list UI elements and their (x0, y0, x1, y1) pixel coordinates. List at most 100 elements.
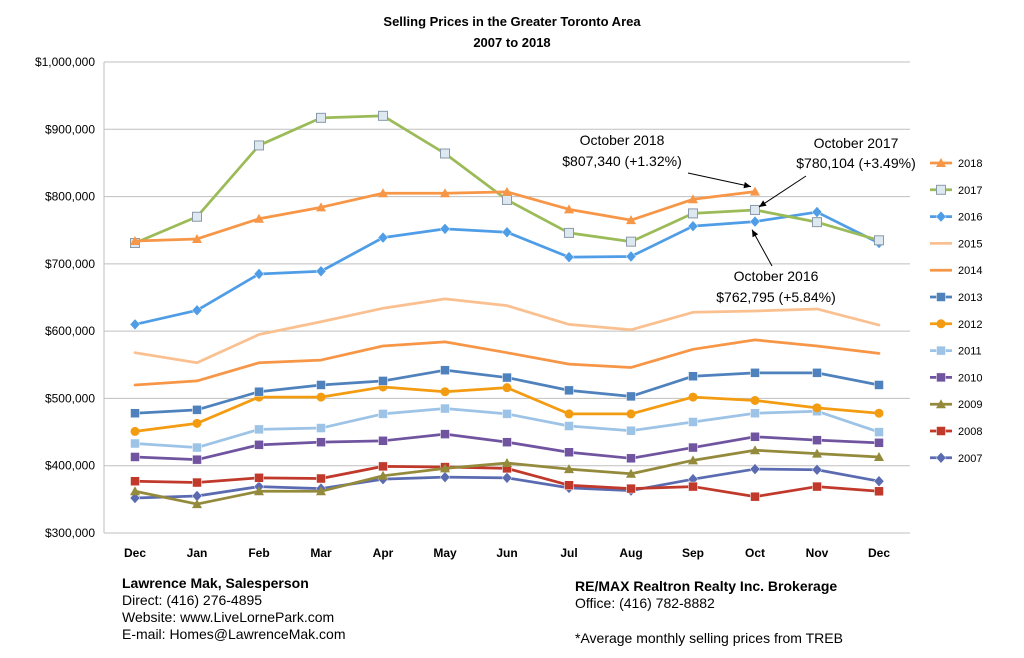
data-point-2012 (626, 409, 636, 419)
agent-name: Lawrence Mak, Salesperson (122, 575, 309, 591)
data-point-2012 (316, 392, 326, 402)
source-note: *Average monthly selling prices from TRE… (575, 630, 843, 646)
data-point-2010 (874, 438, 884, 448)
data-point-2009 (750, 445, 760, 455)
agent-direct-phone: Direct: (416) 276-4895 (122, 592, 263, 608)
legend-label: 2017 (958, 185, 982, 197)
series-line-2015 (133, 297, 881, 365)
data-point-2012 (874, 408, 884, 418)
x-tick-label: Mar (310, 546, 332, 560)
data-point-2013 (812, 368, 822, 378)
data-point-2010 (254, 440, 264, 450)
legend-marker (936, 292, 946, 302)
data-point-2012 (688, 392, 698, 402)
data-point-2016 (501, 226, 513, 239)
data-point-2016 (625, 250, 637, 263)
data-point-2010 (812, 435, 822, 445)
data-point-2016 (377, 231, 389, 244)
data-point-2011 (316, 423, 326, 433)
x-tick-label: Apr (373, 546, 394, 560)
x-tick-label: Jun (496, 546, 517, 560)
data-point-2018 (688, 194, 698, 204)
data-point-2018 (564, 204, 574, 214)
data-point-2009 (626, 468, 636, 478)
legend-marker (936, 319, 946, 329)
legend-marker (936, 399, 946, 409)
data-point-2017 (626, 236, 636, 247)
x-tick-label: Aug (619, 546, 642, 560)
legend-label: 2018 (958, 158, 982, 170)
data-point-2017 (316, 112, 326, 123)
data-point-2011 (378, 409, 388, 419)
data-point-2017 (192, 211, 202, 222)
annotation-value: $780,104 (+3.49%) (796, 155, 915, 171)
legend-label: 2007 (958, 453, 982, 465)
data-point-2018 (750, 186, 760, 196)
annotation-arrowhead (759, 200, 767, 207)
data-point-2009 (502, 458, 512, 468)
data-point-2011 (440, 403, 450, 414)
series-line-2014 (133, 338, 881, 387)
data-point-2011 (192, 442, 202, 453)
y-tick-label: $500,000 (45, 391, 95, 405)
data-point-2018 (378, 188, 388, 198)
data-point-2011 (130, 438, 140, 449)
data-point-2010 (750, 432, 760, 442)
legend-label: 2013 (958, 292, 982, 304)
data-point-2011 (564, 421, 574, 431)
data-point-2009 (688, 455, 698, 465)
data-point-2010 (378, 436, 388, 446)
data-point-2018 (626, 215, 636, 225)
data-point-2010 (688, 442, 698, 453)
data-point-2010 (502, 437, 512, 447)
data-point-2013 (316, 380, 326, 390)
data-point-2009 (192, 499, 202, 509)
data-point-2008 (254, 473, 264, 483)
data-point-2018 (502, 186, 512, 196)
data-point-2009 (316, 486, 326, 496)
data-point-2012 (564, 409, 574, 419)
data-point-2010 (130, 452, 140, 462)
data-point-2013 (192, 405, 202, 415)
y-tick-label: $900,000 (45, 122, 95, 136)
data-point-2018 (130, 235, 140, 245)
data-point-2016 (687, 220, 699, 233)
data-point-2013 (688, 371, 698, 381)
legend-label: 2008 (958, 426, 982, 438)
annotation-title: October 2017 (814, 135, 899, 151)
data-point-2007 (501, 471, 513, 484)
agent-website: Website: www.LiveLornePark.com (122, 609, 335, 625)
legend-marker (935, 451, 947, 464)
data-point-2007 (811, 463, 823, 476)
annotation-title: October 2016 (734, 268, 819, 284)
data-point-2010 (626, 453, 636, 464)
y-tick-label: $700,000 (45, 257, 95, 271)
y-tick-label: $400,000 (45, 459, 95, 473)
legend-marker (936, 426, 946, 436)
legend-marker (936, 158, 946, 167)
data-point-2013 (130, 408, 140, 418)
data-point-2018 (316, 202, 326, 212)
data-point-2008 (130, 476, 140, 486)
data-point-2012 (812, 403, 822, 413)
legend-label: 2015 (958, 238, 982, 250)
office-phone: Office: (416) 782-8882 (575, 595, 715, 611)
chart-title: Selling Prices in the Greater Toronto Ar… (383, 14, 641, 29)
data-point-2010 (440, 429, 450, 439)
x-tick-label: Sep (682, 546, 704, 560)
legend-marker (935, 210, 947, 223)
data-point-2008 (378, 461, 388, 472)
data-point-2013 (750, 368, 760, 378)
legend-label: 2011 (958, 346, 982, 358)
data-point-2017 (502, 194, 512, 205)
legend-label: 2009 (958, 399, 982, 411)
data-point-2013 (254, 386, 264, 397)
annotation-arrowhead (743, 182, 751, 189)
agent-email: E-mail: Homes@LawrenceMak.com (122, 626, 346, 642)
x-tick-label: Nov (806, 546, 829, 560)
y-tick-label: $300,000 (45, 526, 95, 540)
annotation-arrow (687, 172, 752, 188)
legend-label: 2010 (958, 372, 982, 384)
data-point-2013 (626, 391, 636, 402)
data-point-2009 (378, 470, 388, 480)
